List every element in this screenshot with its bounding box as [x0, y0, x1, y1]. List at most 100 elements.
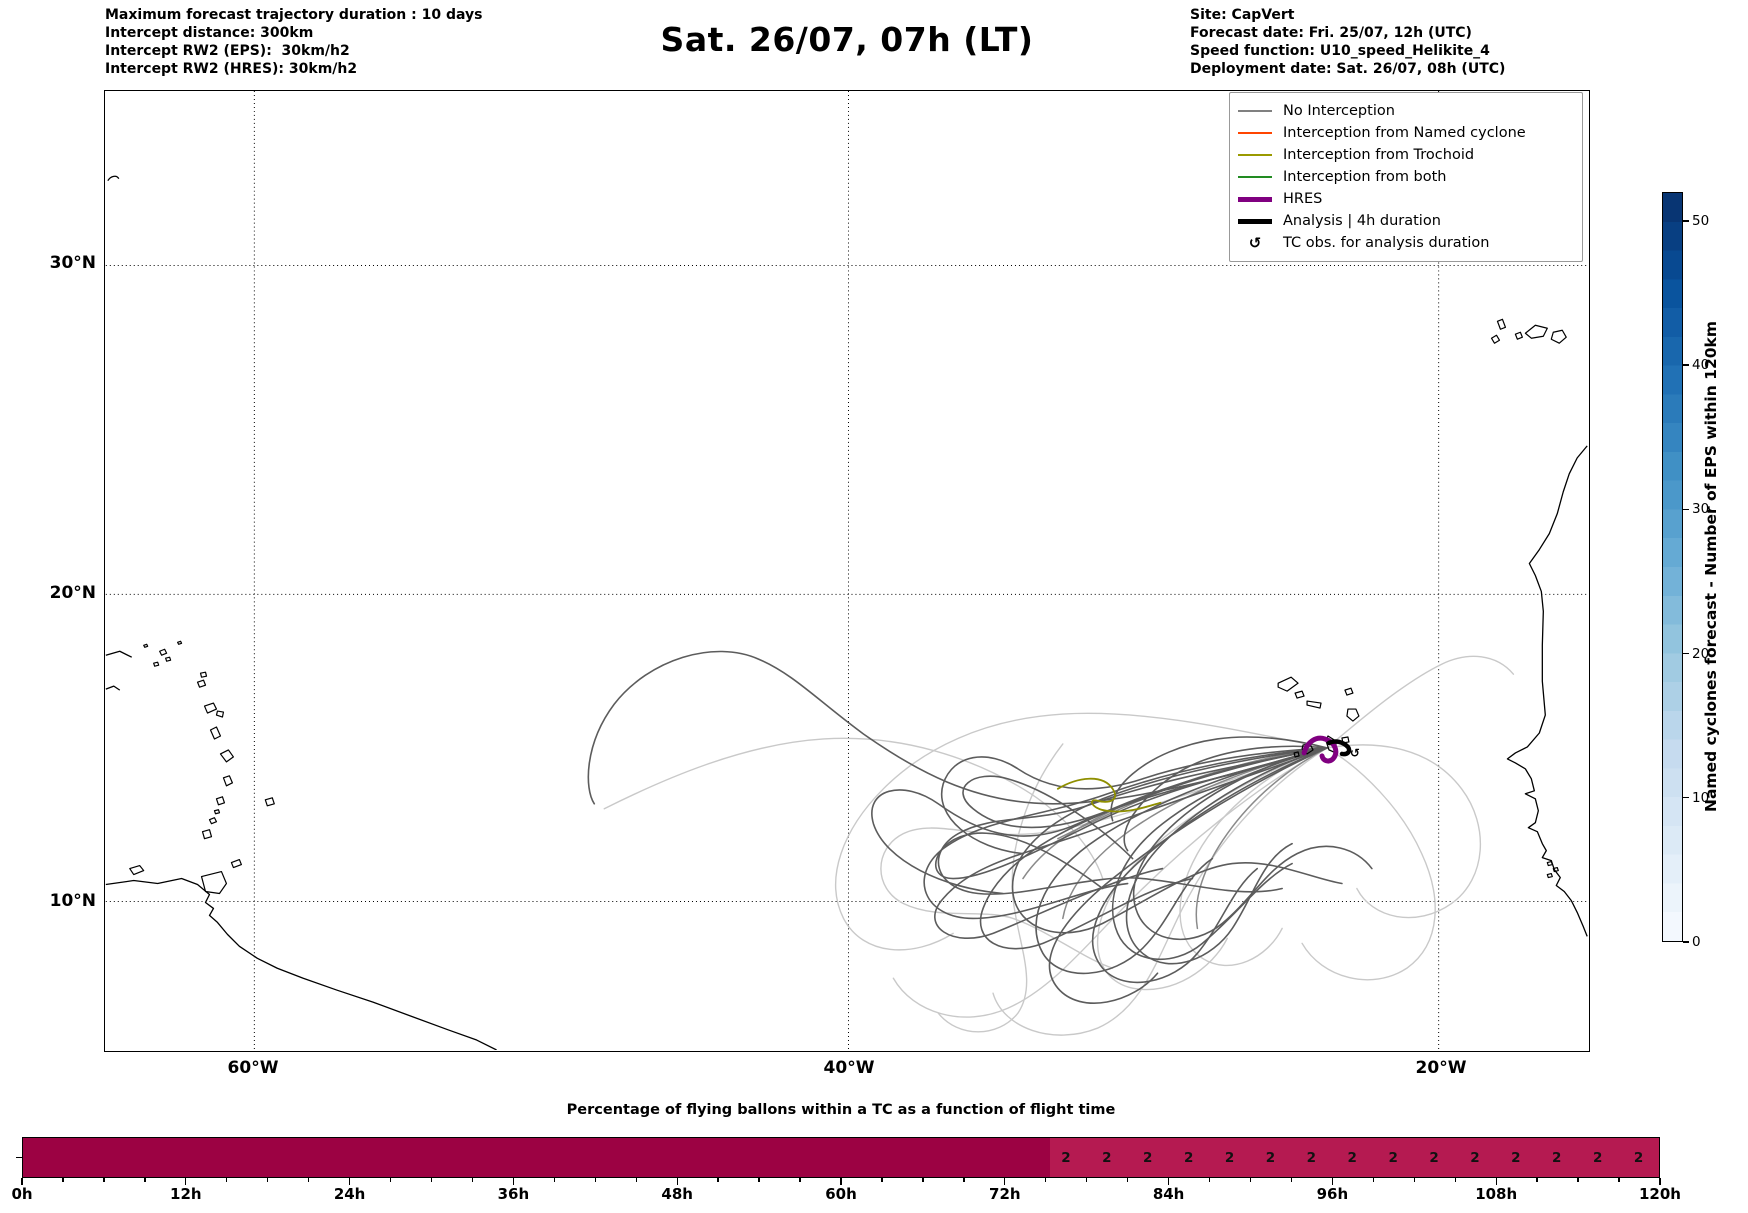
- island: [219, 749, 235, 763]
- legend-line-sample: [1238, 176, 1272, 178]
- lat-label-20°N: 20°N: [49, 583, 96, 603]
- xtick-label-12h: 12h: [170, 1185, 202, 1203]
- setting-max-duration: Maximum forecast trajectory duration : 1…: [105, 7, 483, 23]
- legend-item: ↺ TC obs. for analysis duration: [1238, 232, 1574, 254]
- minor-tick: [307, 1178, 310, 1182]
- site-info-block: Site: CapVert Forecast date: Fri. 25/07,…: [1190, 6, 1505, 78]
- setting-intercept-distance: Intercept distance: 300km: [105, 25, 314, 41]
- tc-count-label: 2: [1347, 1149, 1357, 1166]
- major-tick-24h: [348, 1178, 351, 1185]
- island: [1346, 708, 1360, 722]
- island: [203, 702, 218, 714]
- trajectory-dark: [1035, 747, 1328, 975]
- setting-intercept-rw2-eps: Intercept RW2 (EPS): 30km/h2: [105, 43, 350, 59]
- minor-tick: [144, 1178, 146, 1182]
- minor-tick: [471, 1178, 474, 1182]
- map-panel: ↺ No Interception Interception from Named…: [104, 90, 1590, 1052]
- minor-tick: [963, 1178, 965, 1182]
- bottom-chart-title: Percentage of flying ballons within a TC…: [566, 1102, 1116, 1118]
- minor-tick: [1208, 1178, 1211, 1182]
- xtick-label-36h: 36h: [497, 1185, 530, 1203]
- trajectory-light: [1326, 744, 1481, 919]
- major-tick-12h: [185, 1178, 187, 1185]
- legend-label: HRES: [1283, 191, 1323, 207]
- major-tick-120h: [1659, 1178, 1661, 1185]
- island: [159, 648, 168, 656]
- major-tick-84h: [1167, 1178, 1170, 1185]
- flight-time-bar: 2 2 2 2 2 2 2 2 2 2 2 2 2 2 2: [22, 1137, 1660, 1178]
- island: [209, 726, 222, 740]
- colorbar-label: Named cyclones forecast - Number of EPS …: [1702, 321, 1720, 813]
- trajectory-light: [1326, 655, 1515, 749]
- minor-tick: [635, 1178, 637, 1182]
- xtick-label-24h: 24h: [333, 1185, 366, 1203]
- minor-tick: [881, 1178, 883, 1182]
- island: [1552, 866, 1559, 873]
- island: [215, 796, 226, 806]
- minor-tick: [922, 1178, 924, 1182]
- minor-tick: [1536, 1178, 1538, 1182]
- major-tick-96h: [1331, 1178, 1334, 1185]
- trajectory-dark: [979, 747, 1328, 950]
- tc-count-label: 2: [1306, 1149, 1317, 1166]
- coastline: [105, 685, 121, 691]
- trajectory-light: [937, 743, 1064, 1033]
- legend-line-sample: [1238, 196, 1272, 202]
- island: [1294, 690, 1305, 699]
- colorbar-tick-50: [1683, 220, 1689, 222]
- coastline: [105, 877, 497, 1050]
- trajectory-olive: [1056, 777, 1162, 813]
- trajectory-dark: [587, 650, 1328, 805]
- minor-tick: [389, 1178, 392, 1182]
- island: [1293, 751, 1300, 758]
- coastline: [105, 650, 133, 658]
- xtick-label-0h: 0h: [11, 1185, 33, 1203]
- xtick-label-120h: 120h: [1639, 1185, 1681, 1203]
- minor-tick: [267, 1178, 269, 1182]
- trajectory-dark: [1123, 745, 1328, 852]
- minor-tick: [1045, 1178, 1047, 1182]
- island: [1496, 318, 1507, 330]
- lat-label-30°N: 30°N: [49, 253, 96, 273]
- island: [200, 870, 228, 895]
- legend-line-sample: [1238, 154, 1272, 156]
- colorbar-ticklabel-50: 50: [1692, 212, 1710, 229]
- legend-label: Interception from both: [1283, 169, 1447, 185]
- map-canvas: ↺: [105, 91, 1588, 1050]
- island: [196, 679, 207, 688]
- minor-tick: [553, 1178, 556, 1182]
- coastline: [107, 175, 120, 182]
- deployment-date: Deployment date: Sat. 26/07, 08h (UTC): [1190, 61, 1506, 77]
- bar-segment-0: [23, 1138, 1050, 1177]
- island: [1524, 324, 1548, 339]
- xtick-label-48h: 48h: [661, 1185, 693, 1203]
- site-name: Site: CapVert: [1190, 7, 1295, 23]
- coastline: [1506, 445, 1588, 937]
- trajectory-mid: [1195, 747, 1328, 930]
- island: [213, 809, 221, 815]
- trajectory-light: [835, 712, 1328, 951]
- major-tick-36h: [512, 1178, 515, 1185]
- forecast-settings-block: Maximum forecast trajectory duration : 1…: [105, 6, 482, 78]
- legend-label: Analysis | 4h duration: [1283, 213, 1441, 229]
- tc-count-label: 2: [1061, 1149, 1071, 1166]
- tc-count-label: 2: [1470, 1149, 1480, 1166]
- minor-tick: [1618, 1178, 1620, 1182]
- legend-line-sample: [1238, 132, 1272, 134]
- minor-tick: [1290, 1178, 1293, 1182]
- island: [1490, 334, 1501, 344]
- trajectory-dark: [1048, 747, 1328, 1004]
- minor-tick: [1086, 1178, 1088, 1182]
- xtick-label-84h: 84h: [1152, 1185, 1185, 1203]
- legend-label: No Interception: [1283, 103, 1395, 119]
- xtick-label-72h: 72h: [989, 1185, 1021, 1203]
- bottom-chart-ytick: [16, 1157, 22, 1159]
- trajectory-dark: [1125, 747, 1328, 965]
- lon-label-60°W: 60°W: [227, 1058, 279, 1078]
- hres-trajectory: [1301, 735, 1339, 764]
- island: [176, 640, 183, 645]
- island: [215, 710, 225, 718]
- minor-tick: [430, 1178, 433, 1182]
- colorbar-ticklabel-0: 0: [1692, 934, 1701, 950]
